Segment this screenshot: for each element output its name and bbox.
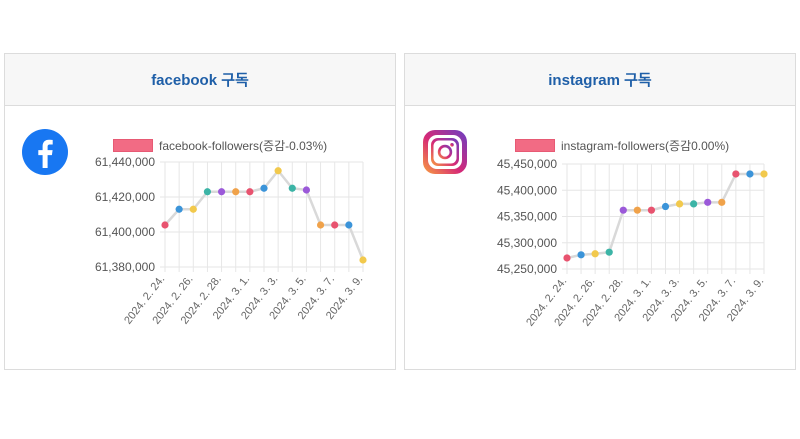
instagram-data-point	[605, 248, 613, 256]
instagram-y-tick-label: 45,250,000	[497, 262, 557, 276]
facebook-data-point	[359, 256, 367, 264]
instagram-data-point	[647, 206, 656, 214]
facebook-data-point	[288, 184, 296, 192]
instagram-data-point	[704, 198, 712, 206]
instagram-data-point	[746, 170, 754, 178]
instagram-y-tick-label: 45,450,000	[497, 157, 557, 171]
facebook-y-tick-label: 61,380,000	[95, 260, 155, 274]
facebook-data-point	[217, 188, 226, 196]
instagram-legend-label: instagram-followers(증감0.00%)	[561, 139, 730, 153]
instagram-y-tick-label: 45,350,000	[497, 210, 557, 224]
facebook-data-point	[260, 184, 268, 192]
facebook-data-point	[175, 205, 183, 213]
instagram-card: instagram 구독 instagram-followers(증감0.00%…	[404, 53, 796, 370]
instagram-data-point	[690, 200, 698, 208]
instagram-data-point	[718, 198, 726, 206]
facebook-followers-chart: 61,440,000 61,420,000 61,400,000 61,380,000…	[95, 155, 367, 327]
facebook-card-header: facebook 구독	[5, 54, 395, 106]
facebook-data-point	[203, 188, 212, 196]
facebook-legend-swatch	[113, 139, 153, 152]
facebook-y-tick-label: 61,420,000	[95, 190, 155, 204]
facebook-card: facebook 구독 facebook-followers(증감-0.03%)…	[4, 53, 396, 370]
facebook-legend: facebook-followers(증감-0.03%)	[113, 137, 327, 154]
instagram-data-point	[591, 250, 599, 258]
instagram-legend-swatch	[515, 139, 555, 152]
facebook-y-tick-label: 61,400,000	[95, 225, 155, 239]
instagram-data-point	[675, 200, 684, 208]
facebook-logo-icon	[22, 129, 68, 175]
facebook-data-point	[316, 221, 325, 229]
facebook-legend-label: facebook-followers(증감-0.03%)	[159, 139, 328, 153]
instagram-followers-chart: 45,450,000 45,400,000 45,350,000 45,300,000…	[497, 157, 768, 329]
facebook-card-title: facebook 구독	[151, 72, 249, 89]
instagram-data-point	[563, 254, 571, 262]
instagram-logo-icon	[423, 130, 467, 174]
instagram-data-point	[633, 206, 641, 214]
facebook-data-point	[302, 186, 311, 194]
instagram-data-point	[732, 170, 740, 178]
facebook-data-point	[189, 205, 197, 213]
instagram-card-header: instagram 구독	[405, 54, 795, 106]
instagram-y-tick-label: 45,400,000	[497, 183, 557, 197]
instagram-data-point	[661, 202, 670, 211]
facebook-data-point	[345, 221, 353, 229]
facebook-data-point	[274, 167, 282, 175]
instagram-data-point	[760, 170, 768, 178]
instagram-card-title: instagram 구독	[548, 72, 652, 89]
facebook-data-point	[331, 221, 339, 229]
instagram-y-tick-label: 45,300,000	[497, 236, 557, 250]
facebook-y-tick-label: 61,440,000	[95, 155, 155, 169]
facebook-data-point	[246, 188, 254, 196]
instagram-data-point	[577, 251, 585, 259]
instagram-legend: instagram-followers(증감0.00%)	[515, 137, 729, 154]
facebook-data-point	[161, 221, 169, 229]
facebook-data-point	[232, 188, 240, 196]
instagram-data-point	[619, 206, 627, 214]
